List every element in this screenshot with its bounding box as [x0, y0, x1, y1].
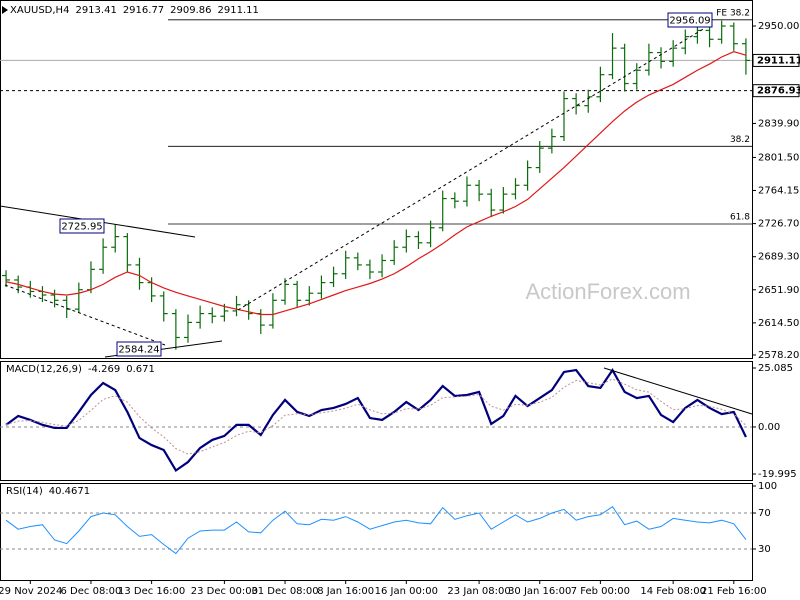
y-tick-label: 2726.70 [758, 219, 799, 230]
channel-line [237, 27, 706, 311]
panel-frame [0, 361, 753, 481]
annotation-box [116, 341, 162, 357]
x-tick-label: 16 Jan 00:00 [375, 586, 438, 597]
annotation-label: 2956.09 [669, 16, 710, 27]
annotation-box [667, 12, 713, 28]
y-tick-label: 2801.50 [758, 152, 799, 163]
x-tick-label: 13 Dec 16:00 [118, 586, 185, 597]
x-tick-label: 14 Feb 08:00 [640, 586, 706, 597]
y-tick-label: 100 [758, 481, 777, 492]
y-tick-label: 2651.90 [758, 285, 799, 296]
y-tick-label: 0.00 [758, 422, 780, 433]
panel-frame [0, 483, 753, 581]
rsi-title: RSI(14) [6, 486, 43, 497]
fib-label: 38.2 [730, 135, 750, 145]
indicator-line [5, 506, 747, 555]
last-high: 2916.77 [123, 5, 164, 16]
y-tick-label: 2950.00 [758, 21, 799, 32]
price-label: 2911.11 [757, 55, 800, 66]
panel-frame [0, 0, 753, 359]
last-low: 2909.86 [170, 5, 211, 16]
x-tick-label: 29 Nov 2024 [0, 586, 62, 597]
header: XAUUSD,H4 2913.41 2916.77 2909.86 2911.11 [10, 5, 259, 16]
x-tick-label: 30 Jan 16:00 [508, 586, 571, 597]
moving-average [5, 51, 747, 316]
y-tick-label: 2614.50 [758, 318, 799, 329]
macd-header: MACD(12,26,9) -4.269 0.671 [6, 364, 155, 375]
y-tick-label: -19.995 [758, 469, 797, 480]
annotation-label: 2584.24 [118, 345, 159, 356]
indicator-line [5, 378, 747, 455]
macd-title: MACD(12,26,9) [6, 364, 82, 375]
price-label: 2876.93 [757, 86, 800, 97]
header-icon [2, 6, 8, 14]
y-tick-label: 2689.30 [758, 252, 799, 263]
trendline [4, 284, 166, 346]
x-tick-label: 8 Jan 16:00 [317, 586, 374, 597]
y-tick-label: 25.085 [758, 363, 793, 374]
rsi-last: 40.4671 [49, 486, 90, 497]
indicator-line [5, 367, 747, 473]
last-close: 2911.11 [218, 5, 259, 16]
price-label-box [752, 84, 800, 98]
y-tick-label: 70 [758, 508, 771, 519]
y-tick-label: 2839.90 [758, 118, 799, 129]
x-tick-label: 31 Dec 08:00 [251, 586, 318, 597]
watermark: ActionForex.com [525, 279, 690, 304]
annotation-box [59, 218, 105, 234]
y-tick-label: 2578.20 [758, 350, 799, 361]
macd-last: -4.269 [88, 364, 120, 375]
signal-last: 0.671 [126, 364, 155, 375]
price-label-box [752, 53, 800, 67]
y-tick-label: 2764.15 [758, 185, 799, 196]
x-tick-label: 23 Dec 00:00 [191, 586, 258, 597]
fib-label: 61.8 [730, 212, 750, 222]
y-tick-label: 30 [758, 544, 771, 555]
macd-trendline [603, 367, 753, 415]
last-open: 2913.41 [75, 5, 116, 16]
x-tick-label: 7 Feb 00:00 [571, 586, 630, 597]
x-tick-label: 6 Dec 08:00 [61, 586, 122, 597]
x-tick-label: 21 Feb 16:00 [701, 586, 767, 597]
x-tick-label: 23 Jan 08:00 [447, 586, 510, 597]
symbol: XAUUSD,H4 [10, 5, 69, 16]
fib-label: FE 38.2 [716, 8, 750, 18]
rsi-header: RSI(14) 40.4671 [6, 486, 90, 497]
annotation-label: 2725.95 [61, 222, 102, 233]
